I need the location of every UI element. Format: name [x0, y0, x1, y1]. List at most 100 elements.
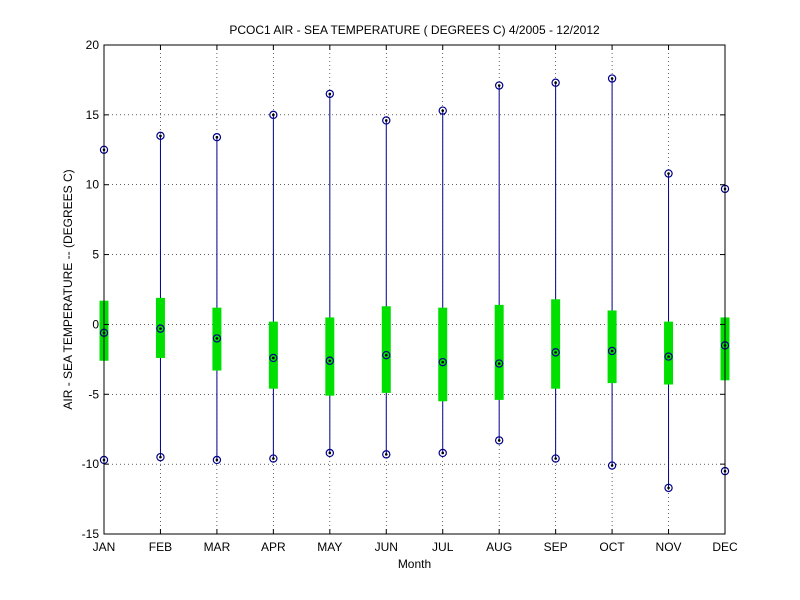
- median-marker-dot: [328, 359, 332, 363]
- min-marker-dot: [272, 457, 275, 460]
- y-tick-label: 15: [86, 108, 100, 122]
- chart-title: PCOC1 AIR - SEA TEMPERATURE ( DEGREES C)…: [229, 23, 600, 37]
- median-marker-dot: [215, 337, 219, 340]
- max-marker: [269, 110, 278, 120]
- max-marker: [551, 78, 560, 87]
- box-aug: [494, 81, 504, 445]
- min-marker-dot: [554, 457, 557, 460]
- x-tick-label: FEB: [149, 540, 172, 554]
- median-marker-dot: [159, 327, 162, 330]
- y-tick-label: 20: [86, 38, 100, 52]
- max-marker: [438, 106, 447, 115]
- box-apr: [268, 110, 278, 463]
- min-marker: [156, 452, 165, 462]
- min-marker-dot: [497, 439, 501, 442]
- median-marker: [664, 352, 673, 361]
- min-marker-dot: [384, 453, 388, 456]
- y-tick-label: -15: [82, 527, 100, 541]
- box-jul: [438, 106, 448, 458]
- max-marker-dot: [441, 109, 445, 112]
- box-nov: [664, 169, 674, 493]
- x-tick-label: AUG: [486, 540, 512, 554]
- min-marker-dot: [159, 455, 162, 459]
- max-marker-dot: [328, 92, 332, 96]
- x-tick-label: APR: [261, 540, 286, 554]
- y-tick-label: -5: [88, 387, 99, 401]
- median-marker-dot: [610, 349, 614, 353]
- max-marker: [212, 133, 222, 142]
- median-marker: [551, 348, 560, 357]
- x-tick-label: DEC: [712, 540, 738, 554]
- median-marker-dot: [441, 360, 445, 364]
- x-tick-label: NOV: [656, 540, 682, 554]
- min-marker-dot: [215, 458, 219, 462]
- min-marker: [607, 461, 617, 470]
- max-marker-dot: [497, 84, 501, 87]
- min-marker: [212, 455, 222, 465]
- min-marker: [664, 483, 673, 493]
- max-marker-dot: [667, 172, 670, 175]
- plot-background: [104, 45, 725, 534]
- axis-ticks: -15 -10 -5 0 5 10 15 20 JAN FEB MAR APR MAY JUN JUL AUG…: [82, 38, 738, 554]
- x-tick-label: JUL: [432, 540, 454, 554]
- max-marker-dot: [554, 81, 557, 85]
- y-tick-label: 0: [92, 317, 99, 331]
- y-tick-label: 10: [86, 178, 100, 192]
- min-marker: [494, 436, 504, 445]
- median-marker: [438, 357, 447, 367]
- box-sep: [551, 78, 561, 463]
- min-marker: [438, 448, 447, 458]
- median-marker-dot: [384, 353, 388, 357]
- median-marker: [325, 356, 335, 365]
- min-marker-dot: [328, 451, 332, 455]
- plot-frame: [103, 44, 726, 535]
- median-marker-dot: [554, 351, 557, 354]
- max-marker: [325, 89, 335, 99]
- max-marker-dot: [272, 113, 275, 117]
- median-marker-dot: [497, 362, 501, 365]
- max-marker: [382, 116, 391, 125]
- x-axis-title: Month: [398, 557, 431, 571]
- min-marker: [325, 448, 335, 458]
- x-tick-label: SEP: [544, 540, 568, 554]
- median-marker: [494, 359, 504, 368]
- min-marker-dot: [441, 451, 445, 455]
- box-mar: [212, 133, 222, 465]
- median-marker: [212, 334, 222, 343]
- max-marker: [156, 131, 165, 141]
- median-marker: [382, 350, 391, 360]
- max-marker: [664, 169, 673, 178]
- iqr-box: [494, 304, 504, 400]
- y-tick-label: -10: [82, 457, 100, 471]
- median-marker: [156, 324, 165, 333]
- min-marker: [382, 450, 391, 459]
- median-marker: [269, 353, 278, 363]
- iqr-box: [268, 321, 278, 389]
- median-marker: [607, 346, 617, 356]
- max-marker-dot: [159, 134, 162, 138]
- box-feb: [155, 131, 165, 462]
- x-tick-label: MAR: [204, 540, 231, 554]
- max-marker-dot: [384, 119, 388, 122]
- max-marker: [607, 74, 617, 83]
- x-tick-label: JAN: [93, 540, 116, 554]
- median-marker-dot: [667, 355, 670, 358]
- x-tick-label: MAY: [317, 540, 342, 554]
- max-marker-dot: [610, 77, 614, 80]
- x-tick-label: JUN: [375, 540, 398, 554]
- iqr-box: [551, 299, 561, 389]
- min-marker: [269, 454, 278, 463]
- iqr-box: [438, 307, 448, 402]
- max-marker-dot: [215, 135, 219, 139]
- min-marker-dot: [610, 464, 614, 467]
- box-jun: [381, 116, 391, 459]
- min-marker-dot: [667, 486, 670, 490]
- box-oct: [607, 74, 617, 470]
- iqr-box: [381, 306, 391, 393]
- max-marker: [494, 81, 504, 90]
- y-tick-label: 5: [92, 248, 99, 262]
- box-may: [325, 89, 335, 458]
- x-tick-label: OCT: [599, 540, 625, 554]
- median-marker-dot: [272, 356, 275, 360]
